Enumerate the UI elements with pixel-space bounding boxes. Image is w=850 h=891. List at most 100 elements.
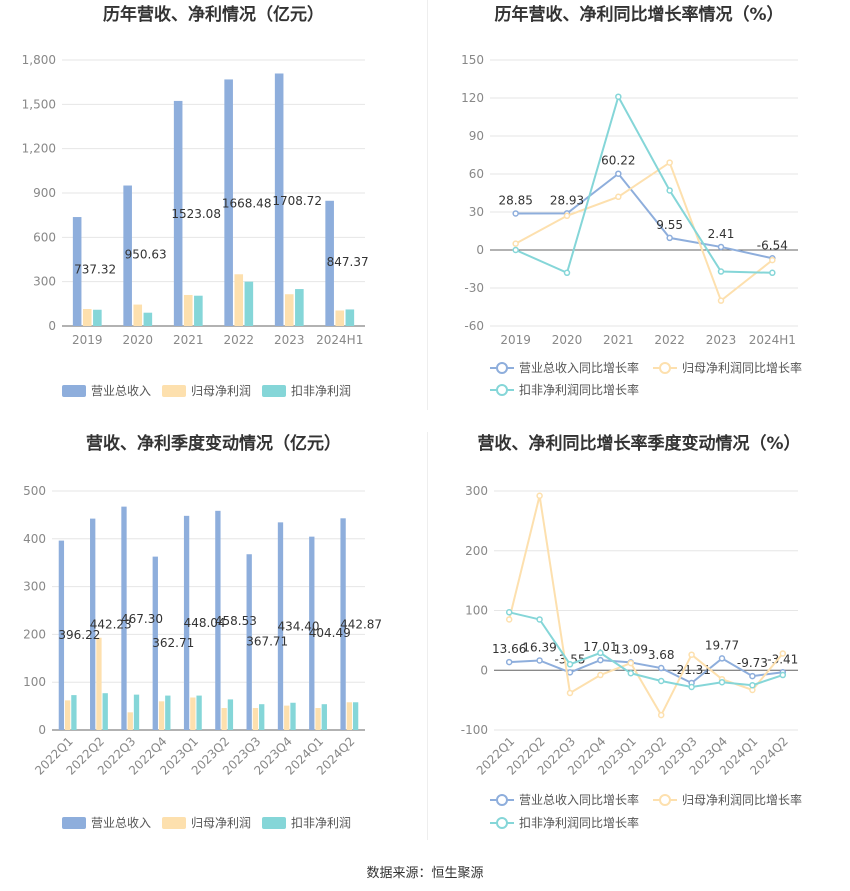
series-point-0 xyxy=(749,672,756,680)
bar-1 xyxy=(221,708,227,730)
line-value-label: -9.73 xyxy=(737,656,768,670)
bar-value-label: 442.23 xyxy=(90,618,132,632)
bar-value-label: 950.63 xyxy=(125,248,167,262)
bar-1 xyxy=(315,708,321,730)
bar-value-label: 396.22 xyxy=(58,628,100,642)
legend-marker xyxy=(496,817,508,829)
series-point-2 xyxy=(717,268,725,275)
line-value-label: 13.66 xyxy=(492,642,526,656)
y-tick-label: 300 xyxy=(23,580,46,594)
bar-1 xyxy=(183,294,193,326)
series-point-1 xyxy=(666,159,673,166)
legend-marker xyxy=(496,362,508,374)
bar-value-label: 737.32 xyxy=(74,263,116,277)
x-tick-label: 2020 xyxy=(122,333,153,347)
bar-2 xyxy=(227,699,234,730)
bar-2 xyxy=(102,693,108,730)
y-tick-label: 1,800 xyxy=(22,53,56,67)
legend-swatch xyxy=(162,817,186,829)
y-tick-label: 200 xyxy=(23,627,46,641)
bar-2 xyxy=(290,702,296,730)
annual-revenue-profit-chart: 历年营收、净利情况（亿元） 0 300 600 900 1,200 1,500 1,800 20… xyxy=(0,0,427,410)
series-line-1 xyxy=(515,161,773,303)
legend-label: 归母净利润 xyxy=(191,384,251,398)
bar-1 xyxy=(96,637,102,730)
chart-title: 历年营收、净利同比增长率情况（%） xyxy=(494,4,783,25)
y-tick-label: 100 xyxy=(23,675,46,689)
bar-0 xyxy=(277,522,284,730)
bar-value-label: 367.71 xyxy=(246,635,288,649)
x-tick-label: 2021 xyxy=(173,333,204,347)
bar-1 xyxy=(133,304,143,326)
bar-0 xyxy=(309,536,315,730)
bar-2 xyxy=(259,704,265,730)
x-tick-label: 2019 xyxy=(500,333,531,347)
series-point-1 xyxy=(769,256,776,264)
y-tick-label: 300 xyxy=(33,275,56,289)
series-point-1 xyxy=(536,492,543,500)
series-point-0 xyxy=(717,243,725,251)
quarterly-growth-rate-chart: 营收、净利同比增长率季度变动情况（%） -100 0 100 200 300 2022Q1 2… xyxy=(428,428,850,848)
series-point-2 xyxy=(566,661,574,668)
bar-value-label: 442.87 xyxy=(340,617,382,631)
series-point-2 xyxy=(505,609,513,616)
bar-0 xyxy=(224,79,233,326)
bar-2 xyxy=(321,704,327,730)
series-point-2 xyxy=(769,269,776,277)
bar-value-label: 434.40 xyxy=(277,619,319,633)
legend-label: 营业总收入 xyxy=(91,816,151,830)
legend-label: 归母净利润 xyxy=(191,816,251,830)
legend-marker xyxy=(659,362,671,374)
legend-label: 归母净利润同比增长率 xyxy=(682,792,802,807)
line-value-label: 9.55 xyxy=(656,218,683,232)
y-tick-label: 500 xyxy=(23,484,46,498)
bar-2 xyxy=(165,695,171,730)
y-tick-label: 1,200 xyxy=(22,142,56,156)
legend-swatch xyxy=(62,385,86,397)
bar-2 xyxy=(143,312,153,326)
line-value-label: 3.68 xyxy=(648,648,675,662)
line-value-label: 19.77 xyxy=(705,638,739,652)
series-line-2 xyxy=(515,94,773,275)
legend-label: 扣非净利润同比增长率 xyxy=(519,815,639,830)
bar-2 xyxy=(194,295,203,326)
x-tick-label: 2022 xyxy=(654,333,685,347)
bar-0 xyxy=(58,540,65,730)
series-point-1 xyxy=(566,689,574,697)
series-line-0 xyxy=(509,657,783,685)
quarterly-revenue-profit-chart: 营收、净利季度变动情况（亿元） 0 100 200 300 400 500 2022Q1 202… xyxy=(0,428,427,848)
series-point-0 xyxy=(657,664,665,672)
bar-1 xyxy=(284,705,290,730)
legend-item: 扣非净利润 xyxy=(262,816,351,830)
bar-value-label: 1668.48 xyxy=(222,197,272,211)
series-point-2 xyxy=(512,246,519,254)
series-point-1 xyxy=(615,193,622,201)
y-tick-label: -100 xyxy=(461,723,488,737)
legend-swatch xyxy=(162,385,186,397)
legend-marker xyxy=(659,794,671,806)
chart-svg: 营收、净利季度变动情况（亿元）01002003004005002022Q1202… xyxy=(23,433,382,830)
y-tick-label: -30 xyxy=(464,281,484,295)
bar-0 xyxy=(72,217,82,326)
x-tick-label: 2023 xyxy=(274,333,305,347)
series-point-0 xyxy=(512,210,519,217)
bar-0 xyxy=(121,506,127,730)
series-point-2 xyxy=(615,93,622,100)
line-value-label: 16.39 xyxy=(522,640,556,654)
series-line-2 xyxy=(508,611,784,688)
x-tick-label: 2019 xyxy=(72,333,103,347)
chart-svg: 营收、净利同比增长率季度变动情况（%）-10001002003002022Q12… xyxy=(461,433,802,830)
bar-2 xyxy=(295,289,304,326)
line-value-label: 17.01 xyxy=(583,640,617,654)
series-point-2 xyxy=(688,683,695,691)
y-tick-label: 900 xyxy=(33,186,56,200)
x-tick-label: 2024H1 xyxy=(749,333,796,347)
x-tick-label: 2024H1 xyxy=(316,333,363,347)
y-tick-label: 200 xyxy=(465,544,488,558)
data-source: 数据来源：恒生聚源 xyxy=(366,866,484,881)
series-point-1 xyxy=(627,659,635,667)
y-tick-label: 100 xyxy=(465,604,488,618)
bar-0 xyxy=(325,200,334,326)
y-tick-label: 150 xyxy=(461,53,484,67)
y-tick-label: 120 xyxy=(461,91,484,105)
